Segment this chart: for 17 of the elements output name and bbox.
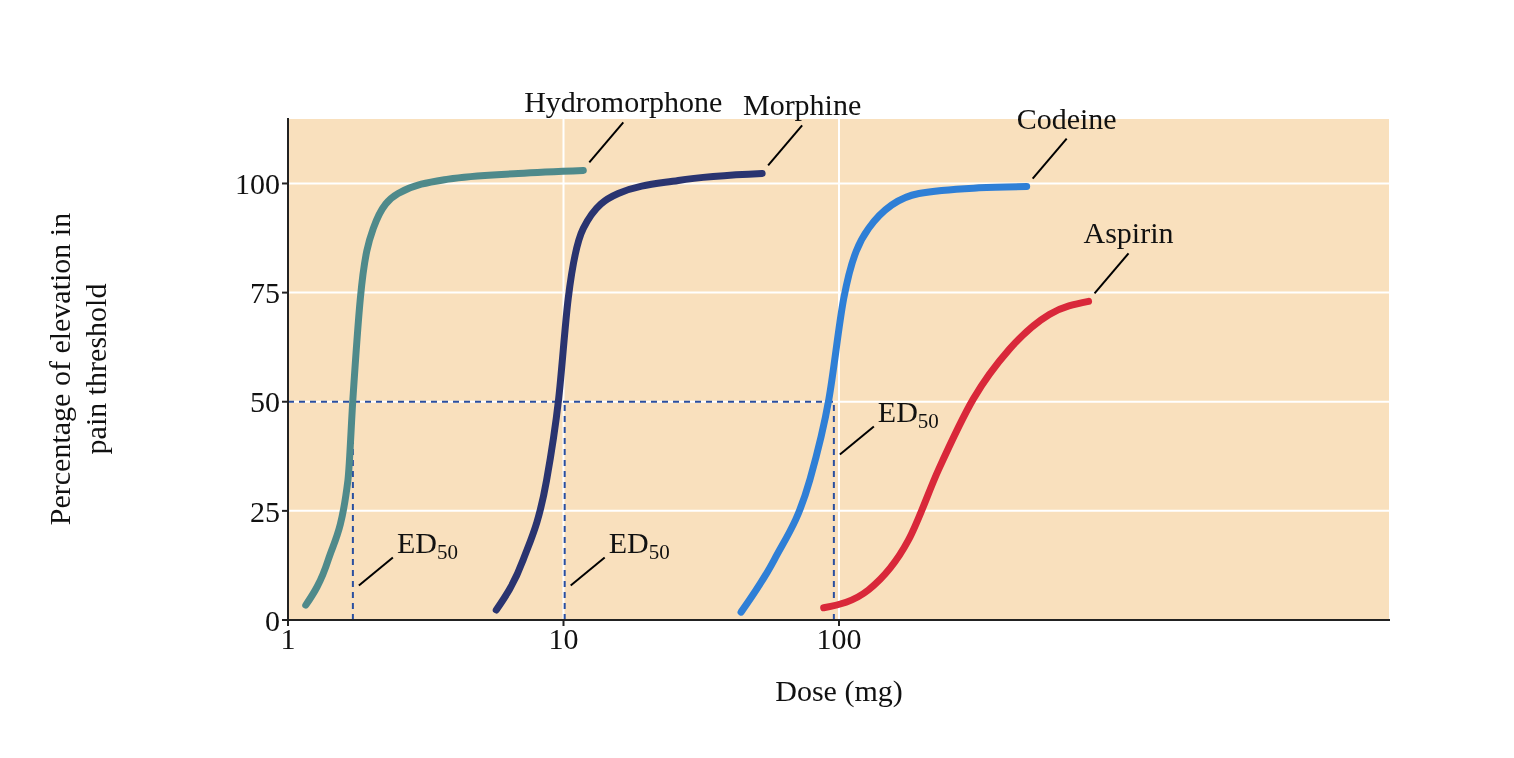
y-tick-label: 50 — [250, 385, 280, 419]
y-tick-label: 100 — [235, 167, 280, 201]
series-label: Aspirin — [1083, 216, 1174, 250]
y-axis-title: Percentage of elevation in pain threshold — [43, 212, 112, 526]
annotation: ED$_{50}$ — [396, 526, 458, 565]
y-tick-label: 75 — [250, 276, 280, 310]
x-axis-title: Dose (mg) — [775, 674, 903, 709]
x-tick-label: 10 — [548, 622, 579, 656]
series-label: Hydromorphone — [524, 85, 723, 119]
y-tick-label: 25 — [250, 494, 280, 528]
annotation: ED$_{50}$ — [877, 395, 939, 434]
annotation: ED$_{50}$ — [608, 526, 670, 565]
series-label: Morphine — [742, 88, 862, 122]
series-label: Codeine — [1016, 101, 1117, 135]
x-tick-label: 100 — [816, 622, 862, 656]
y-tick-label: 0 — [265, 603, 280, 637]
x-tick-label: 1 — [280, 622, 296, 656]
